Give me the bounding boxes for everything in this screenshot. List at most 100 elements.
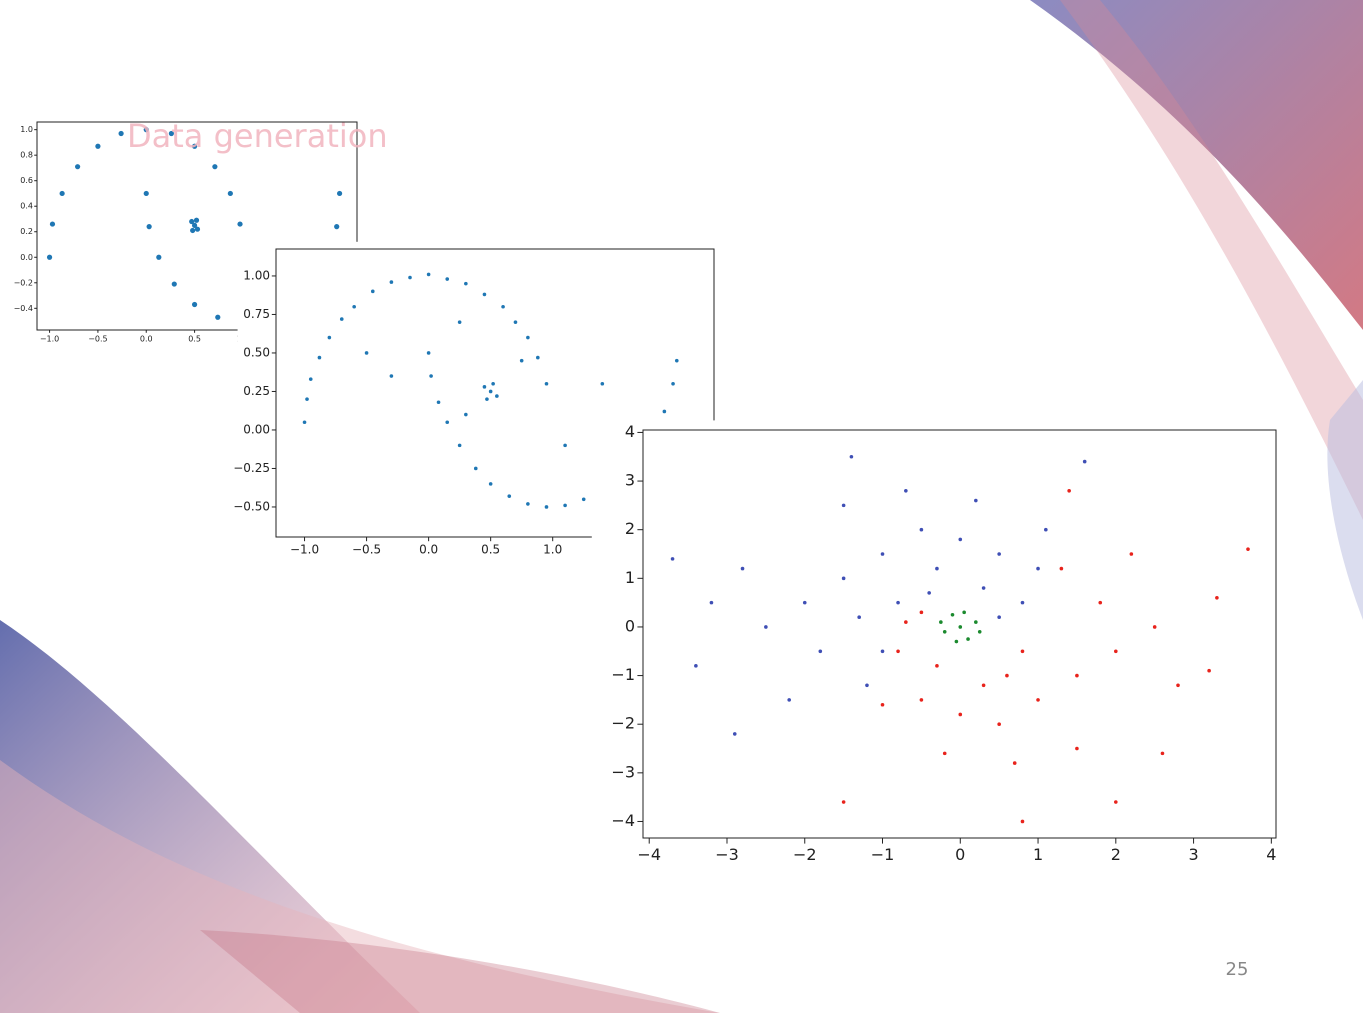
y-tick-label: 0.0 [20,253,33,262]
point [491,382,495,386]
point [951,613,955,617]
x-tick-label: −1.0 [40,334,59,343]
point [1067,489,1071,493]
point [445,420,449,424]
point [172,281,177,286]
x-tick-label: −0.5 [88,334,107,343]
page-number: 25 [1226,959,1249,980]
y-tick-label: 0.00 [243,422,270,436]
point [156,255,161,260]
point [1246,547,1250,551]
point [536,356,540,360]
y-tick-label: 3 [625,471,635,490]
x-tick-label: 3 [1188,845,1198,864]
point [1075,674,1079,678]
point [935,664,939,668]
x-tick-label: 0.5 [481,543,500,557]
point [842,577,846,581]
point [458,444,462,448]
point [520,359,524,363]
point [390,280,394,284]
x-tick-label: −3 [715,845,739,864]
point [563,444,567,448]
x-tick-label: 1.0 [543,543,562,557]
point [237,221,242,226]
point [896,601,900,605]
point [427,351,431,355]
point [1005,674,1009,678]
point [997,722,1001,726]
point [1130,552,1134,556]
point [803,601,807,605]
y-tick-label: 1 [625,568,635,587]
point [75,164,80,169]
point [982,684,986,688]
point [857,615,861,619]
point [935,567,939,571]
point [337,191,342,196]
point [309,377,313,381]
point [507,494,511,498]
point [144,191,149,196]
point [920,611,924,615]
point [663,410,667,414]
point [958,625,962,629]
point [1044,528,1048,532]
point [694,664,698,668]
point [1176,684,1180,688]
point [974,620,978,624]
point [485,397,489,401]
point [501,305,505,309]
y-tick-label: 0.4 [20,202,33,211]
x-tick-label: −2 [793,845,817,864]
point [334,224,339,229]
x-tick-label: 4 [1266,845,1276,864]
point [437,400,441,404]
point [474,467,478,471]
point [881,649,885,653]
point [483,385,487,389]
point [671,557,675,561]
point [545,505,549,509]
point [1021,601,1025,605]
point [787,698,791,702]
point [955,640,959,644]
point [974,499,978,503]
x-tick-label: −1 [871,845,895,864]
point [850,455,854,459]
point [920,528,924,532]
point [228,191,233,196]
point [997,615,1001,619]
point [1060,567,1064,571]
point [445,277,449,281]
point [215,315,220,320]
x-tick-label: 2 [1111,845,1121,864]
chart-background [592,420,1276,870]
point [458,320,462,324]
point [1114,649,1118,653]
point [1215,596,1219,600]
point [147,224,152,229]
point [819,649,823,653]
point [896,649,900,653]
point [1083,460,1087,464]
point [195,227,200,232]
point [190,228,195,233]
point [1075,747,1079,751]
point [997,552,1001,556]
point [881,552,885,556]
slide: −1.0−0.50.00.51.0−0.4−0.20.00.20.40.60.8… [0,0,1363,1013]
y-tick-label: 1.0 [20,125,33,134]
point [318,356,322,360]
point [340,317,344,321]
y-tick-label: 1.00 [243,268,270,282]
x-tick-label: −4 [637,845,661,864]
y-tick-label: −4 [611,811,635,830]
point [962,611,966,615]
point [192,302,197,307]
point [582,497,586,501]
y-tick-label: −0.50 [233,499,270,513]
point [483,293,487,297]
slide-title: Data generation [127,117,388,155]
y-tick-label: −3 [611,762,635,781]
